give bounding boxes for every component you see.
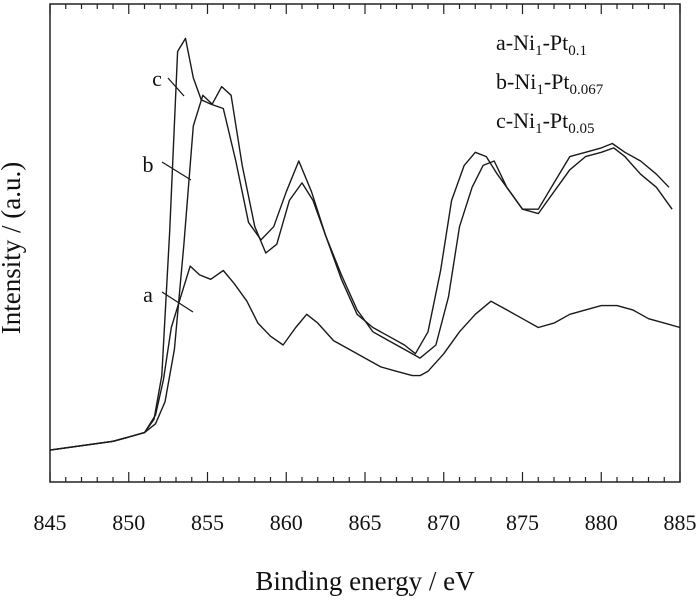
series-line-c [49, 37, 670, 451]
x-axis-tick-labels: 845 850 855 860 865 870 875 880 885 [34, 510, 697, 535]
curve-label-b: b [143, 152, 154, 177]
leader-line-c [167, 77, 185, 97]
curve-labels: a b c [143, 66, 194, 313]
series-line-a [49, 265, 681, 451]
leader-line-a [161, 291, 194, 313]
x-tick-label: 865 [349, 510, 382, 535]
x-tick-label: 885 [664, 510, 697, 535]
leader-line-b [161, 161, 192, 181]
x-tick-label: 855 [191, 510, 224, 535]
curve-label-a: a [143, 282, 153, 307]
series-line-b [49, 85, 673, 451]
y-axis-title: Intensity / (a.u.) [0, 162, 26, 334]
x-axis-ticks [49, 4, 681, 482]
x-tick-label: 845 [34, 510, 67, 535]
legend: a-Ni1-Pt0.1 b-Ni1-Pt0.067 c-Ni1-Pt0.05 [496, 30, 604, 137]
x-tick-label: 880 [585, 510, 618, 535]
x-tick-label: 860 [270, 510, 303, 535]
x-tick-label: 850 [112, 510, 145, 535]
legend-entry-a: a-Ni1-Pt0.1 [496, 30, 587, 59]
plot-frame [49, 3, 681, 483]
legend-entry-c: c-Ni1-Pt0.05 [496, 108, 595, 137]
curve-label-c: c [152, 66, 162, 91]
x-tick-label: 870 [427, 510, 460, 535]
x-axis-title: Binding energy / eV [255, 566, 475, 596]
x-tick-label: 875 [506, 510, 539, 535]
legend-entry-b: b-Ni1-Pt0.067 [496, 69, 604, 98]
series-layer [49, 37, 681, 451]
